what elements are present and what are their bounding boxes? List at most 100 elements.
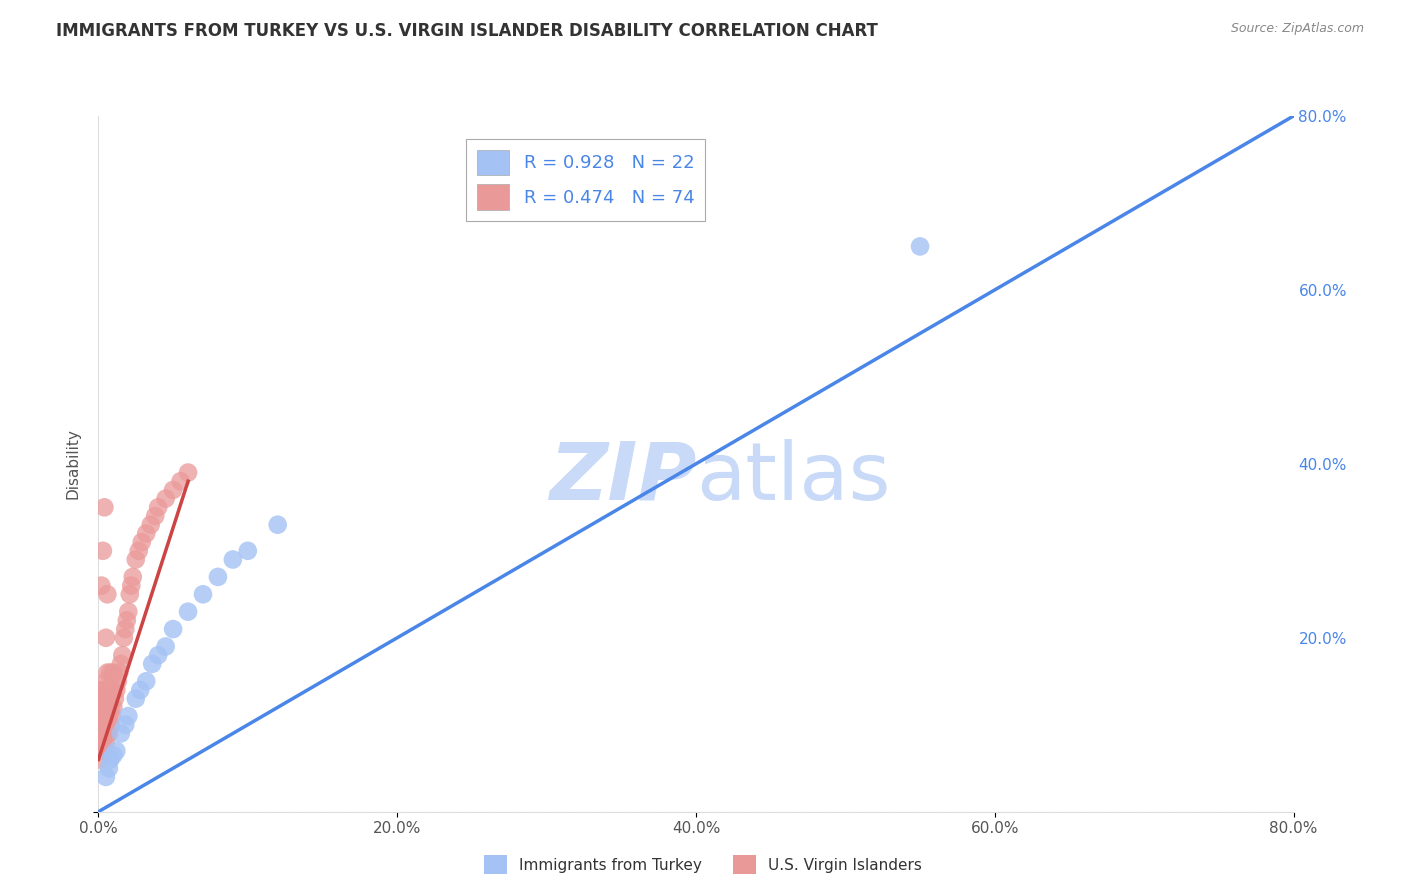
Point <box>125 691 148 706</box>
Point <box>104 691 127 706</box>
Point <box>93 700 115 714</box>
Point <box>108 665 131 680</box>
Point <box>117 709 139 723</box>
Point <box>96 709 118 723</box>
Text: IMMIGRANTS FROM TURKEY VS U.S. VIRGIN ISLANDER DISABILITY CORRELATION CHART: IMMIGRANTS FROM TURKEY VS U.S. VIRGIN IS… <box>56 22 879 40</box>
Point <box>139 517 162 532</box>
Point <box>105 744 128 758</box>
Point <box>236 543 259 558</box>
Point <box>94 717 117 731</box>
Point <box>90 578 112 592</box>
Point <box>89 691 111 706</box>
Point <box>97 683 120 698</box>
Point <box>117 605 139 619</box>
Point <box>177 466 200 480</box>
Point <box>94 770 117 784</box>
Point <box>91 717 114 731</box>
Point <box>908 239 931 253</box>
Point <box>177 605 200 619</box>
Point <box>111 648 134 662</box>
Point <box>89 717 111 731</box>
Text: atlas: atlas <box>696 439 890 516</box>
Point <box>96 665 118 680</box>
Point <box>100 717 122 731</box>
Point <box>155 640 177 654</box>
Point <box>97 761 120 775</box>
Point <box>129 683 152 698</box>
Point <box>135 526 157 541</box>
Point <box>101 683 124 698</box>
Point <box>89 744 111 758</box>
Point <box>91 543 114 558</box>
Text: Source: ZipAtlas.com: Source: ZipAtlas.com <box>1230 22 1364 36</box>
Point <box>89 726 111 740</box>
Point <box>114 717 136 731</box>
Point <box>90 726 112 740</box>
Point <box>143 508 166 523</box>
Point <box>112 631 135 645</box>
Point <box>222 552 245 566</box>
Legend: Immigrants from Turkey, U.S. Virgin Islanders: Immigrants from Turkey, U.S. Virgin Isla… <box>478 849 928 880</box>
Point <box>96 587 118 601</box>
Point <box>110 657 132 671</box>
Point <box>97 726 120 740</box>
Point <box>114 622 136 636</box>
Point <box>90 700 112 714</box>
Point <box>115 614 138 628</box>
Point <box>100 700 122 714</box>
Point <box>155 491 177 506</box>
Point <box>131 535 153 549</box>
Point <box>93 717 115 731</box>
Point <box>121 570 143 584</box>
Legend: R = 0.928   N = 22, R = 0.474   N = 74: R = 0.928 N = 22, R = 0.474 N = 74 <box>465 139 706 220</box>
Point <box>90 735 112 749</box>
Point <box>267 517 290 532</box>
Point <box>90 717 112 731</box>
Point <box>162 483 184 497</box>
Point <box>103 700 125 714</box>
Point <box>118 587 141 601</box>
Point <box>105 683 128 698</box>
Point <box>96 726 118 740</box>
Point <box>89 709 111 723</box>
Point <box>120 578 142 592</box>
Point <box>100 753 122 767</box>
Point <box>91 709 114 723</box>
Text: ZIP: ZIP <box>548 439 696 516</box>
Point <box>91 700 114 714</box>
Point <box>91 735 114 749</box>
Point <box>207 570 229 584</box>
Point <box>141 657 163 671</box>
Point <box>110 726 132 740</box>
Point <box>90 744 112 758</box>
Point <box>93 500 115 515</box>
Point <box>191 587 214 601</box>
Point <box>93 683 115 698</box>
Point <box>94 674 117 689</box>
Point <box>91 726 114 740</box>
Point <box>90 709 112 723</box>
Point <box>89 700 111 714</box>
Point <box>94 631 117 645</box>
Point <box>90 691 112 706</box>
Point <box>91 691 114 706</box>
Point <box>97 709 120 723</box>
Point <box>128 543 150 558</box>
Point <box>125 552 148 566</box>
Point <box>135 674 157 689</box>
Point <box>103 748 125 763</box>
Point <box>101 709 124 723</box>
Point <box>96 691 118 706</box>
Point <box>107 674 129 689</box>
Point <box>169 474 191 488</box>
Point <box>103 665 125 680</box>
Point <box>94 735 117 749</box>
Point <box>89 735 111 749</box>
Point <box>162 622 184 636</box>
Point <box>100 665 122 680</box>
Point <box>93 744 115 758</box>
Y-axis label: Disability: Disability <box>65 428 80 500</box>
Point <box>89 753 111 767</box>
Point <box>89 683 111 698</box>
Point <box>94 700 117 714</box>
